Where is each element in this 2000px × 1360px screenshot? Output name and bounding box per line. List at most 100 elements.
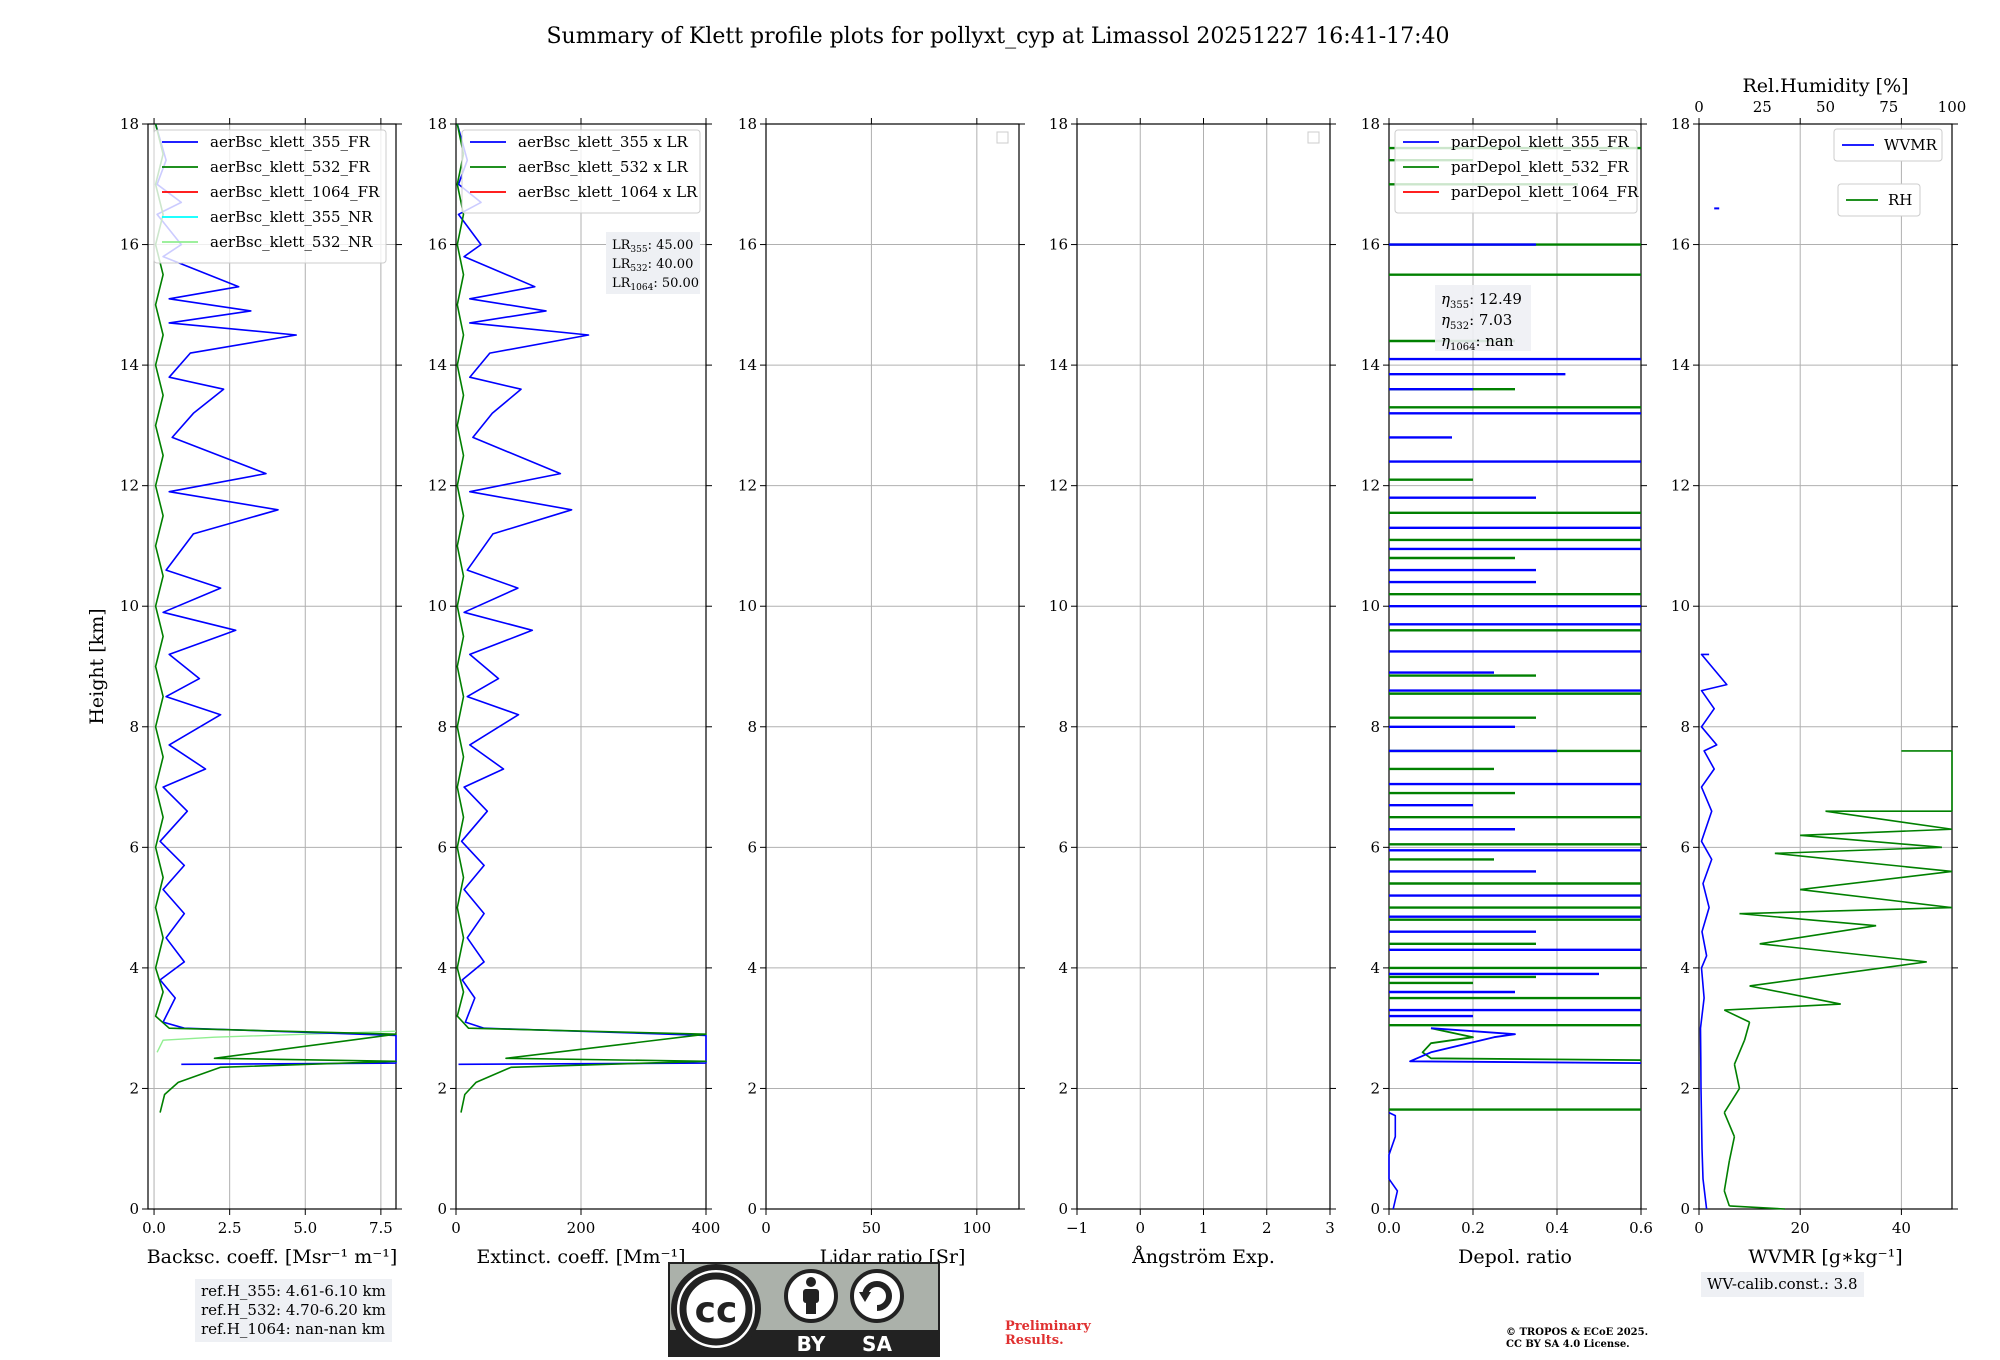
x-tick-label: 0: [761, 1219, 771, 1237]
y-tick-label: 4: [1058, 959, 1068, 977]
x-tick-label: 100: [963, 1219, 992, 1237]
axes-frame: [1698, 123, 1953, 1210]
x-tick-label: 0.4: [1545, 1219, 1569, 1237]
rh-line: [1774, 852, 1953, 873]
axes-frame: [1076, 123, 1331, 1210]
rh-line: [1800, 834, 1942, 849]
legend-label-wvmr: WVMR: [1884, 136, 1938, 154]
y-tick-label: 6: [747, 838, 757, 856]
x-tick-label: 0.6: [1629, 1219, 1653, 1237]
lidar-ratio-1064: LR1064: 50.00: [612, 276, 699, 293]
y-tick-label: 12: [120, 477, 139, 495]
rh-line: [1733, 1064, 1741, 1089]
x-tick-label: 400: [692, 1219, 721, 1237]
lidar-ratio-box: [606, 232, 700, 294]
y-tick-label: 18: [428, 115, 447, 133]
preliminary-line-2: Results.: [1005, 1333, 1064, 1348]
rh-line: [1800, 828, 1953, 837]
y-tick-label: 8: [1680, 718, 1690, 736]
panel-backscatter: 0.0 2.5 5.0 7.5 0 2 4 6 8 10 12 14 16 18 Backsc. coeff…: [86, 115, 402, 1268]
y-tick-label: 2: [1058, 1079, 1068, 1097]
rh-line: [1749, 961, 1927, 987]
x-tick-label: 0.0: [1377, 1219, 1401, 1237]
rh-tick-label: 100: [1938, 98, 1967, 116]
y-tick-label: 6: [1680, 838, 1690, 856]
y-tick-label: 14: [120, 356, 139, 374]
y-tick-label: 2: [747, 1079, 757, 1097]
rh-line: [1723, 1088, 1741, 1113]
series-line-355-fr: [154, 123, 397, 1066]
x-axis-label: Ångström Exp.: [1131, 1246, 1275, 1268]
y-tick-label: 16: [120, 236, 139, 254]
figure-title: Summary of Klett profile plots for polly…: [546, 24, 1449, 49]
y-tick-label: 14: [1049, 356, 1068, 374]
legend-label: aerBsc_klett_355 x LR: [518, 133, 689, 151]
copyright-line-1: © TROPOS & ECoE 2025.: [1506, 1327, 1649, 1338]
x-tick-label: 2.5: [218, 1219, 242, 1237]
copyright-note: © TROPOS & ECoE 2025. CC BY SA 4.0 Licen…: [1506, 1327, 1648, 1351]
ref-height-532: ref.H_532: 4.70-6.20 km: [201, 1301, 386, 1319]
cc-letters: cc: [695, 1290, 738, 1331]
empty-legend-box: [1307, 131, 1320, 144]
x-tick-label: 200: [567, 1219, 596, 1237]
preliminary-note: Preliminary Results.: [1005, 1320, 1091, 1348]
rh-tick-label: 0: [1694, 98, 1704, 116]
legend-box-wvmr: [1833, 128, 1943, 162]
y-tick-label: 14: [428, 356, 447, 374]
x-tick-label: 0.2: [1461, 1219, 1485, 1237]
rh-line: [1739, 912, 1877, 927]
legend-label: aerBsc_klett_532 x LR: [518, 158, 689, 176]
y-tick-label: 8: [1058, 718, 1068, 736]
rh-line: [1729, 1205, 1786, 1210]
rh-line: [1724, 1003, 1841, 1011]
rh-line: [1733, 1039, 1746, 1065]
legend-label: aerBsc_klett_1064_FR: [210, 183, 380, 201]
x-axis-label: WVMR [g∗kg⁻¹]: [1748, 1246, 1902, 1268]
axes-frame: [1388, 123, 1642, 1210]
y-tick-label: 2: [437, 1079, 447, 1097]
rh-line: [1774, 846, 1942, 855]
ref-heights-box: ref.H_355: 4.61-6.10 km ref.H_532: 4.70-…: [195, 1279, 392, 1342]
x-axis-label: Extinct. coeff. [Mm⁻¹]: [476, 1246, 685, 1268]
ref-height-1064: ref.H_1064: nan-nan km: [201, 1320, 386, 1338]
x-tick-label: 1: [1199, 1219, 1209, 1237]
rh-line: [1723, 1160, 1731, 1192]
sa-share-icon: [850, 1269, 904, 1323]
wv-calib-text: WV-calib.const.: 3.8: [1707, 1275, 1858, 1293]
legend-label: parDepol_klett_355_FR: [1451, 133, 1629, 151]
eta-532: η532: 7.03: [1441, 311, 1512, 332]
axes-frame: [147, 123, 397, 1210]
rh-line: [1800, 888, 1953, 909]
y-tick-label: 4: [747, 959, 757, 977]
series-line-532-nr: [156, 1030, 397, 1053]
y-tick-label: 18: [1049, 115, 1068, 133]
legend-label: aerBsc_klett_532_NR: [210, 233, 373, 251]
y-tick-label: 12: [1049, 477, 1068, 495]
x-tick-label: 0: [451, 1219, 461, 1237]
y-tick-label: 14: [1671, 356, 1690, 374]
preliminary-line-1: Preliminary: [1005, 1319, 1091, 1334]
series-line-355-depol-peak: [1409, 1027, 1642, 1064]
y-tick-label: 14: [738, 356, 757, 374]
x-tick-label: 20: [1791, 1219, 1810, 1237]
rh-line: [1723, 1190, 1731, 1207]
y-tick-label: 8: [129, 718, 139, 736]
rh-axis-label: Rel.Humidity [%]: [1742, 75, 1908, 97]
y-tick-label: 0: [1370, 1200, 1380, 1218]
panel-extinction: 0 200 400 0 2 4 6 8 10 12 14 16 18 Extinct. coeff. [M…: [428, 115, 720, 1268]
y-tick-label: 16: [1361, 236, 1380, 254]
y-tick-label: 2: [129, 1079, 139, 1097]
ref-height-355: ref.H_355: 4.61-6.10 km: [201, 1282, 386, 1300]
x-tick-label: 2: [1262, 1219, 1272, 1237]
y-tick-label: 12: [738, 477, 757, 495]
sa-label: SA: [862, 1332, 892, 1356]
series-line-355-depol-low: [1388, 1111, 1399, 1210]
axes-frame: [455, 123, 707, 1210]
y-tick-label: 18: [1671, 115, 1690, 133]
y-tick-label: 8: [437, 718, 447, 736]
legend-box-rh: [1837, 183, 1921, 217]
copyright-line-2: CC BY SA 4.0 License.: [1506, 1339, 1630, 1350]
